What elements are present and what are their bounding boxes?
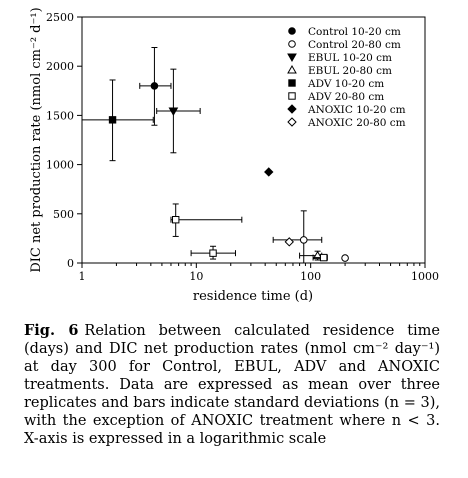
- y-tick-label: 1000: [46, 159, 74, 172]
- y-tick-label: 0: [67, 257, 74, 270]
- marker-circle: [288, 40, 296, 48]
- figure-caption: Fig. 6 Relation between calculated reside…: [24, 322, 440, 448]
- x-tick-label: 1: [79, 270, 86, 283]
- legend-label: ADV 20-80 cm: [307, 91, 384, 103]
- marker-triangle-up: [312, 250, 323, 260]
- marker-diamond: [284, 237, 294, 247]
- y-tick-label: 1500: [46, 109, 74, 122]
- y-axis-label: DIC net production rate (nmol cm⁻² d⁻¹): [29, 7, 44, 272]
- data-point: [299, 250, 323, 261]
- marker-square: [288, 92, 296, 100]
- x-tick-label: 1000: [411, 270, 439, 283]
- legend-entry: ANOXIC 20-80 cm: [287, 117, 406, 129]
- marker-circle: [299, 236, 308, 244]
- legend-entry: EBUL 20-80 cm: [287, 64, 392, 77]
- legend-entry: Control 10-20 cm: [288, 26, 401, 38]
- marker-triangle-down: [287, 53, 297, 63]
- marker-diamond: [287, 117, 297, 127]
- marker-circle: [288, 27, 296, 35]
- y-tick-label: 2500: [46, 11, 74, 24]
- legend-label: Control 20-80 cm: [308, 39, 401, 51]
- data-point: [341, 254, 349, 262]
- axes: 0 500 1000 1500 2000 2500 1 10 100 1000: [46, 11, 439, 283]
- legend-entry: ANOXIC 10-20 cm: [287, 104, 406, 116]
- marker-square: [209, 249, 217, 257]
- data-point: [156, 68, 201, 154]
- legend-entry: EBUL 10-20 cm: [287, 52, 392, 64]
- data-point: [190, 245, 236, 260]
- chart: 0 500 1000 1500 2000 2500 1 10 100 1000 Control 1…: [29, 7, 439, 304]
- data-point: [264, 167, 274, 177]
- data-point: [139, 47, 172, 126]
- legend-entry: Control 20-80 cm: [288, 39, 401, 51]
- data-point: [272, 210, 323, 264]
- legend-entry: ADV 20-80 cm: [288, 91, 384, 103]
- legend-entry: ADV 10-20 cm: [288, 78, 384, 90]
- y-tick-label: 2000: [46, 60, 74, 73]
- marker-square: [319, 253, 328, 262]
- marker-triangle-up: [287, 64, 297, 74]
- x-tick-label: 10: [189, 270, 203, 283]
- marker-circle: [341, 254, 349, 262]
- legend-label: EBUL 20-80 cm: [308, 65, 392, 77]
- marker-diamond: [287, 104, 297, 114]
- data-point: [170, 203, 243, 237]
- marker-square: [172, 216, 180, 224]
- figure-label: Fig. 6: [24, 322, 79, 339]
- marker-square: [108, 116, 117, 124]
- legend-label: ADV 10-20 cm: [307, 78, 384, 90]
- legend-label: ANOXIC 20-80 cm: [307, 117, 406, 129]
- x-axis-label: residence time (d): [193, 289, 313, 304]
- plot-frame: [81, 16, 426, 264]
- legend-label: EBUL 10-20 cm: [308, 52, 392, 64]
- marker-diamond: [264, 167, 274, 177]
- marker-square: [288, 79, 296, 87]
- data-point: [312, 253, 328, 262]
- data-marks: [81, 47, 349, 264]
- marker-triangle-down: [168, 107, 179, 116]
- legend-label: ANOXIC 10-20 cm: [307, 104, 406, 116]
- x-tick-label: 100: [300, 270, 321, 283]
- y-tick-label: 500: [53, 208, 74, 221]
- data-point: [81, 79, 154, 162]
- data-point: [284, 237, 294, 247]
- legend-label: Control 10-20 cm: [308, 26, 401, 38]
- marker-circle: [150, 82, 159, 90]
- figure-caption-text: Relation between calculated residence ti…: [24, 323, 440, 447]
